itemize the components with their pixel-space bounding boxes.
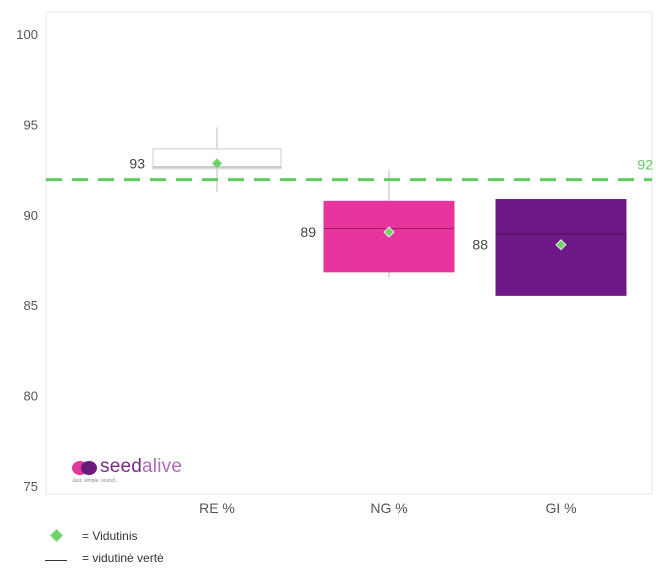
mean-marker bbox=[212, 158, 222, 169]
reference-line-group: 92 bbox=[46, 157, 653, 182]
y-tick-label: 75 bbox=[24, 479, 38, 494]
x-category-label: RE % bbox=[199, 500, 235, 516]
mean-marker bbox=[555, 239, 567, 251]
x-category-label: NG % bbox=[370, 500, 407, 516]
mean-value-label: 88 bbox=[472, 237, 488, 253]
y-tick-label: 85 bbox=[24, 298, 38, 313]
mean-marker bbox=[383, 226, 395, 238]
plot-frame bbox=[45, 11, 653, 495]
x-category-label: GI % bbox=[545, 500, 576, 516]
y-axis-ticks: 75 80 85 90 95 100 bbox=[16, 27, 38, 494]
legend-median-text: = vidutinė vertė bbox=[82, 551, 164, 565]
legend: = Vidutinis = vidutinė vertė bbox=[42, 527, 342, 571]
logo-alive: alive bbox=[142, 456, 183, 477]
median-line-icon bbox=[45, 560, 67, 561]
y-tick-label: 90 bbox=[24, 208, 38, 223]
logo-seed: seed bbox=[100, 456, 143, 477]
legend-row-median: = vidutinė vertė bbox=[42, 549, 342, 571]
reference-line-label: 92 bbox=[637, 157, 653, 173]
diamond-icon bbox=[50, 529, 63, 542]
x-axis-categories: RE % NG % GI % bbox=[199, 500, 576, 516]
logo-tagline: Just. simple. sound. bbox=[72, 478, 117, 484]
mean-value-label: 93 bbox=[129, 155, 145, 171]
logo-wordmark: seedalive bbox=[100, 456, 182, 478]
logo-mark-icon bbox=[72, 461, 98, 475]
mean-value-label: 89 bbox=[300, 224, 316, 240]
seedalive-logo: seedalive Just. simple. sound. bbox=[72, 456, 222, 490]
y-tick-label: 95 bbox=[24, 117, 38, 132]
y-tick-label: 80 bbox=[24, 389, 38, 404]
boxes: 93 89 88 bbox=[129, 127, 627, 296]
legend-mean-text: = Vidutinis bbox=[82, 529, 138, 543]
legend-row-mean: = Vidutinis bbox=[42, 527, 342, 549]
y-tick-label: 100 bbox=[16, 27, 38, 42]
